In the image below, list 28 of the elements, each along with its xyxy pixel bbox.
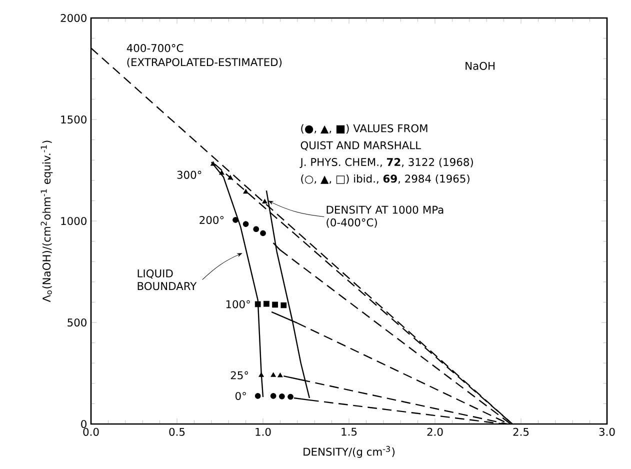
x-tick-label: 3.0 (599, 428, 615, 436)
x-tick-label: 2.0 (427, 428, 443, 436)
annotation: LIQUID BOUNDARY (138, 269, 197, 290)
annotation: NaOH (466, 62, 494, 70)
x-tick-label: 2.5 (513, 428, 529, 436)
annotation: DENSITY AT 1000 MPa (0-400°C) (326, 206, 444, 228)
annotation: (●, ▲, ■) VALUES FROM (301, 124, 428, 134)
y-tick-label: 0 (81, 420, 86, 428)
y-tick-label: 2000 (60, 14, 86, 22)
annotation: 25° (230, 371, 248, 380)
x-tick-label: 0.0 (83, 428, 99, 436)
y-tick-label: 1000 (61, 216, 86, 226)
annotation: 300° (177, 170, 202, 179)
x-tick-label: 1.5 (342, 428, 357, 436)
annotation: 400-700°C (126, 44, 184, 52)
x-tick-label: 1.0 (256, 428, 271, 436)
annotation: (○, ▲, □) ibid., 69, 2984 (1965) (301, 174, 470, 184)
y-tick-label: 1500 (61, 115, 86, 124)
x-tick-label: 0.5 (169, 428, 185, 436)
annotation: J. PHYS. CHEM., 72, 3122 (1968) (300, 158, 473, 168)
annotation: 0° (236, 392, 246, 400)
annotation: (EXTRAPOLATED-ESTIMATED) (127, 58, 282, 68)
y-tick-label: 500 (68, 318, 86, 327)
annotation: 200° (200, 216, 224, 224)
text: Λ$_{o}$(NaOH)/(cm$^{2}$ohm$^{-1}$ equiv.$^{-1}$) (40, 140, 53, 302)
annotation: 100° (226, 300, 250, 308)
x-axis-title: DENSITY/(g cm$^{-3}$) (304, 446, 395, 458)
annotation: QUIST AND MARSHALL (300, 141, 421, 151)
